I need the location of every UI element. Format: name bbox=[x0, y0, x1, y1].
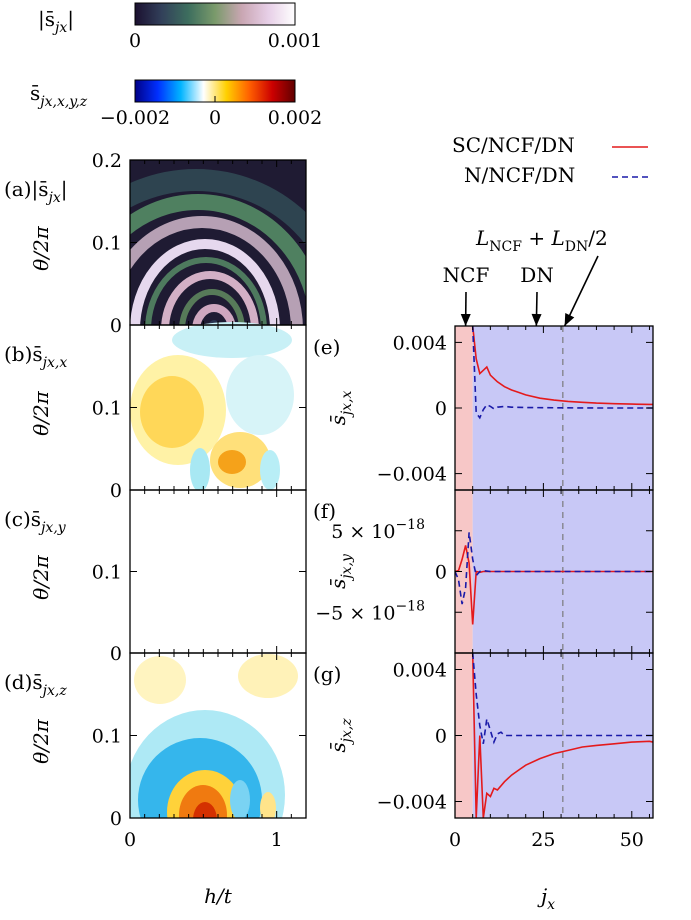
heatmap-ytick-label-c-0: 0 bbox=[110, 643, 122, 665]
lineplot-ylabel-1: s̄jx,x bbox=[326, 390, 355, 425]
heatmap-xtick-label-1: 1 bbox=[271, 829, 283, 851]
lineplot-ylabel-3: s̄jx,z bbox=[326, 718, 355, 753]
series-n-e bbox=[471, 326, 653, 420]
colorbar-components: s̄jx,x,y,z −0.002 0 0.002 bbox=[30, 79, 322, 129]
series-sc-e bbox=[471, 326, 653, 406]
heatmap-ylabel-c: θ/2π bbox=[29, 554, 53, 600]
heatmap-label-c: (c)s̄jx,y bbox=[4, 507, 67, 536]
region-ncf-3 bbox=[455, 653, 473, 818]
region-ncf-1 bbox=[455, 326, 473, 490]
lineplot-ytick-label-0-1: 0 bbox=[435, 398, 447, 420]
lineplot-ytick-label-2-0: 0.004 bbox=[393, 660, 447, 682]
annotation-midpoint: LNCF + LDN/2 bbox=[475, 226, 608, 255]
colorbar-magnitude-bar bbox=[134, 2, 296, 26]
colorbar-tick-label-1-0: −0.002 bbox=[100, 107, 170, 129]
lineplot-xtick-label-2: 50 bbox=[620, 829, 644, 851]
legend: SC/NCF/DN N/NCF/DN bbox=[452, 133, 648, 187]
lineplot-ytick-label-0-0: 0.004 bbox=[393, 332, 447, 354]
lineplot-ytick-label-2-1: 0 bbox=[435, 726, 447, 748]
colorbar-magnitude-label: |s̄jx| bbox=[38, 7, 74, 36]
heatmap-panel-b bbox=[130, 322, 306, 492]
heatmap-label-a: (a)|s̄jx| bbox=[4, 177, 68, 206]
lineplot-xlabel: jx bbox=[537, 884, 555, 913]
annotation-ncf: NCF bbox=[443, 263, 490, 287]
series-n-f bbox=[455, 532, 653, 605]
heatmap-ytick-label-b-0: 0 bbox=[110, 480, 122, 502]
series-n-g bbox=[471, 653, 653, 745]
lineplot-ytick-label-0-2: −0.004 bbox=[377, 464, 447, 486]
heatmap-ytick-label-a-1: 0.1 bbox=[92, 233, 122, 255]
lineplot-ytick-label-1-2: −5 × 10−18 bbox=[315, 598, 425, 624]
heatmap-xlabel: h/t bbox=[204, 884, 233, 908]
lineplot-tag-g: (g) bbox=[313, 662, 341, 686]
colorbar-tick-label-0-0: 0 bbox=[129, 30, 141, 52]
colorbar-tick-label-1-2: 0.002 bbox=[268, 107, 322, 129]
heatmap-ytick-label-d-1: 0.1 bbox=[92, 726, 122, 748]
heatmap-xtick-label-0: 0 bbox=[124, 829, 136, 851]
colorbar-magnitude: |s̄jx| 0 0.001 bbox=[38, 2, 322, 52]
heatmap-label-d: (d)s̄jx,z bbox=[4, 670, 67, 699]
heatmap-ytick-label-a-0: 0 bbox=[110, 315, 122, 337]
heatmap-ylabel-d: θ/2π bbox=[29, 718, 53, 764]
heatmap-ytick-label-a-2: 0.2 bbox=[92, 150, 122, 172]
heatmap-label-b: (b)s̄jx,x bbox=[4, 342, 67, 371]
heatmap-panel-c bbox=[130, 490, 306, 653]
series-sc-g bbox=[471, 653, 653, 818]
lineplot-ytick-label-1-0: 5 × 10−18 bbox=[331, 517, 425, 543]
heatmap-ytick-label-d-0: 0 bbox=[110, 808, 122, 830]
heatmap-ytick-label-c-1: 0.1 bbox=[92, 562, 122, 584]
legend-entry-n: N/NCF/DN bbox=[464, 163, 575, 187]
lineplot-ytick-label-1-1: 0 bbox=[435, 562, 447, 584]
legend-entry-sc: SC/NCF/DN bbox=[452, 133, 575, 157]
lineplot-xtick-label-0: 0 bbox=[449, 829, 461, 851]
heatmap-ylabel-a: θ/2π bbox=[29, 225, 53, 271]
annotation-midpoint-arrow bbox=[563, 255, 599, 327]
colorbar-tick-label-0-1: 0.001 bbox=[268, 30, 322, 52]
heatmap-ytick-label-b-1: 0.1 bbox=[92, 398, 122, 420]
heatmap-column: 0 0.1 0.2 (a)|s̄jx| θ/2π 0 0.1 (b)s̄jx,x θ/2π 0 0.… bbox=[4, 150, 307, 908]
heatmap-panel-d bbox=[130, 653, 306, 818]
colorbar-tick-label-1-1: 0 bbox=[209, 107, 221, 129]
annotation-dn: DN bbox=[520, 263, 554, 287]
lineplot-tag-f: (f) bbox=[313, 499, 336, 523]
lineplot-ytick-label-2-2: −0.004 bbox=[377, 792, 447, 814]
heatmap-ylabel-b: θ/2π bbox=[29, 390, 53, 436]
lineplot-xtick-label-1: 25 bbox=[531, 829, 555, 851]
colorbar-components-label: s̄jx,x,y,z bbox=[30, 81, 88, 110]
lineplot-tag-e: (e) bbox=[313, 335, 340, 359]
lineplot-ylabel-2: s̄jx,y bbox=[326, 553, 355, 589]
